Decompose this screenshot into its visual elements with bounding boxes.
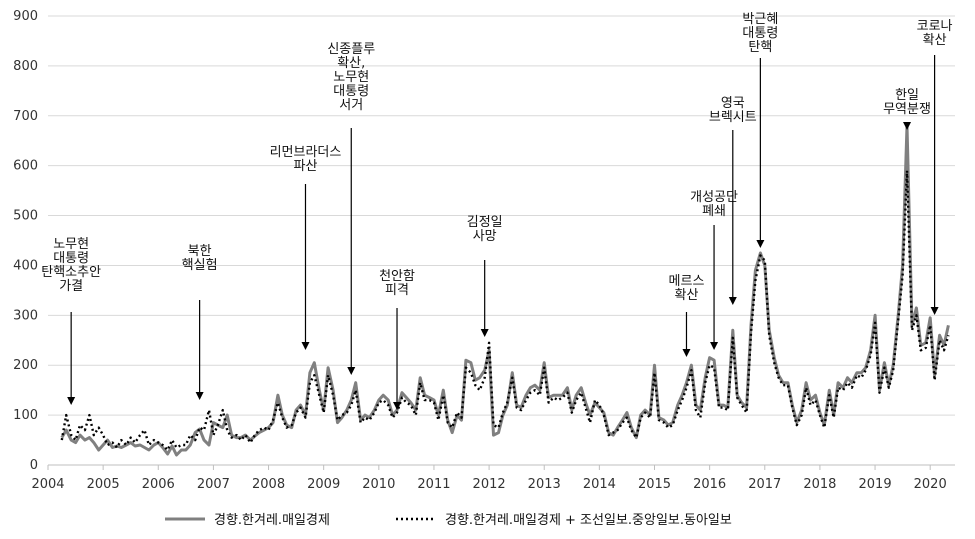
annotation-label: 노무현 <box>333 70 369 85</box>
y-tick-label: 900 <box>13 9 38 24</box>
x-tick-label: 2005 <box>87 477 120 492</box>
annotation-arrow-head <box>195 392 204 400</box>
y-tick-label: 100 <box>13 408 38 423</box>
y-tick-label: 0 <box>30 458 38 473</box>
annotation-arrow-head <box>347 367 356 375</box>
series <box>60 124 950 457</box>
annotation-label: 폐쇄 <box>702 204 726 219</box>
annotation-label: 탄핵소추안 <box>41 265 101 280</box>
annotation-label: 서거 <box>339 98 363 113</box>
annotation-label: 확산, <box>337 56 365 71</box>
legend: 경향.한겨레.매일경제 경향.한겨레.매일경제 + 조선일보.중앙일보.동아일보 <box>165 513 732 528</box>
annotation-label: 영국 <box>721 96 745 111</box>
x-tick-label: 2018 <box>803 477 836 492</box>
x-tick-label: 2013 <box>528 477 561 492</box>
annotation-label: 파산 <box>294 159 318 174</box>
x-tick-label: 2008 <box>252 477 285 492</box>
legend-label-series-1: 경향.한겨레.매일경제 <box>214 513 330 528</box>
annotation-arrow-head <box>903 122 912 130</box>
x-tick-label: 2011 <box>417 477 450 492</box>
x-tick-label: 2020 <box>914 477 947 492</box>
annotation-label: 확산 <box>675 288 699 303</box>
annotation-arrow-head <box>710 342 719 350</box>
annotation-arrow-head <box>682 349 691 357</box>
axes: 0 100 200 300 400 500 600 700 800 900 2004 2005 2006… <box>13 9 955 492</box>
y-tick-label: 200 <box>13 358 38 373</box>
annotation-label: 한일 <box>895 88 919 103</box>
annotation-label: 무역분쟁 <box>883 102 931 117</box>
annotation-label: 코로나 <box>917 19 953 34</box>
annotation-arrow-head <box>67 397 76 405</box>
annotation-arrow-head <box>301 342 310 350</box>
annotation-label: 탄핵 <box>748 40 772 55</box>
annotation-label: 가결 <box>59 279 83 294</box>
y-tick-label: 600 <box>13 159 38 174</box>
annotation-arrow-head <box>728 297 737 305</box>
annotation-label: 대통령 <box>53 251 89 266</box>
x-tick-label: 2014 <box>583 477 616 492</box>
annotation-label: 노무현 <box>53 237 89 252</box>
annotation-label: 핵실험 <box>182 258 218 273</box>
x-tick-label: 2009 <box>307 477 340 492</box>
x-tick-label: 2016 <box>693 477 726 492</box>
annotation-arrow-head <box>930 307 939 315</box>
annotation-label: 신종플루 <box>327 42 375 57</box>
x-tick-label: 2017 <box>748 477 781 492</box>
x-tick-label: 2007 <box>197 477 230 492</box>
annotation-label: 개성공단 <box>690 190 738 205</box>
series-line-2 <box>60 169 950 452</box>
annotation-label: 박근혜 <box>742 12 778 27</box>
x-tick-label: 2006 <box>142 477 175 492</box>
series-line-1 <box>60 124 950 457</box>
annotation-arrow-head <box>480 329 489 337</box>
y-tick-label: 400 <box>13 258 38 273</box>
y-tick-label: 300 <box>13 308 38 323</box>
annotation-label: 메르스 <box>669 274 705 289</box>
annotation-label: 확산 <box>923 33 947 48</box>
annotation-label: 대통령 <box>742 26 778 41</box>
annotation-label: 북한 <box>188 244 212 259</box>
x-tick-label: 2004 <box>31 477 64 492</box>
annotation-label: 피격 <box>385 283 409 298</box>
x-tick-label: 2015 <box>638 477 671 492</box>
annotation-label: 브렉시트 <box>709 110 757 125</box>
y-tick-label: 800 <box>13 59 38 74</box>
annotation-label: 사망 <box>473 229 497 244</box>
annotation-label: 대통령 <box>333 84 369 99</box>
y-tick-label: 500 <box>13 209 38 224</box>
annotation-label: 김정일 <box>467 215 503 230</box>
x-tick-label: 2010 <box>362 477 395 492</box>
x-tick-label: 2012 <box>473 477 506 492</box>
annotations: 노무현대통령탄핵소추안가결북한핵실험리먼브라더스파산신종플루확산,노무현대통령서… <box>41 12 953 410</box>
annotation-label: 천안함 <box>379 269 415 284</box>
x-tick-label: 2019 <box>859 477 892 492</box>
annotation-arrow-head <box>756 240 765 248</box>
annotation-arrow-head <box>393 402 402 410</box>
y-tick-label: 700 <box>13 109 38 124</box>
annotation-label: 리먼브라더스 <box>270 145 342 160</box>
legend-label-series-2: 경향.한겨레.매일경제 + 조선일보.중앙일보.동아일보 <box>445 513 732 528</box>
